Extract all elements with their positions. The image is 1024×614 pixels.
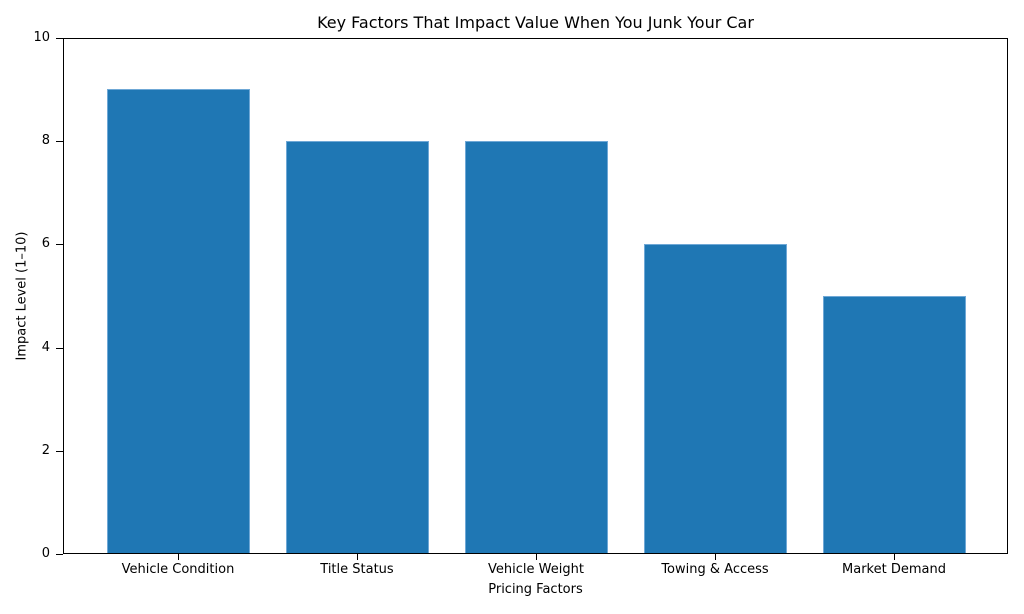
bar-vehicle-weight bbox=[465, 141, 608, 553]
y-tick-mark bbox=[56, 451, 63, 452]
y-tick-label: 2 bbox=[41, 443, 50, 458]
bar-title-status bbox=[286, 141, 429, 553]
y-tick-label: 10 bbox=[33, 30, 50, 45]
y-tick-mark bbox=[56, 348, 63, 349]
bar-market-demand bbox=[823, 296, 966, 553]
y-tick-label: 8 bbox=[41, 133, 50, 148]
x-tick-label: Vehicle Condition bbox=[121, 562, 235, 577]
x-axis-label: Pricing Factors bbox=[488, 582, 583, 597]
bar-vehicle-condition bbox=[107, 89, 250, 553]
y-tick-label: 6 bbox=[41, 236, 50, 251]
y-tick-mark bbox=[56, 554, 63, 555]
x-tick-label: Vehicle Weight bbox=[488, 562, 584, 577]
x-tick-mark bbox=[715, 554, 716, 560]
x-tick-mark bbox=[536, 554, 537, 560]
chart-title: Key Factors That Impact Value When You J… bbox=[317, 13, 754, 32]
x-tick-label: Title Status bbox=[320, 562, 394, 577]
x-tick-mark bbox=[894, 554, 895, 560]
y-axis-label: Impact Level (1–10) bbox=[14, 231, 30, 361]
x-tick-label: Market Demand bbox=[842, 562, 946, 577]
y-tick-label: 0 bbox=[41, 546, 50, 561]
y-tick-mark bbox=[56, 38, 63, 39]
y-tick-mark bbox=[56, 141, 63, 142]
x-tick-label: Towing & Access bbox=[661, 562, 769, 577]
bar-towing-access bbox=[644, 244, 787, 553]
y-tick-label: 4 bbox=[41, 340, 50, 355]
x-tick-mark bbox=[178, 554, 179, 560]
plot-area bbox=[63, 38, 1008, 554]
y-tick-mark bbox=[56, 244, 63, 245]
x-tick-mark bbox=[357, 554, 358, 560]
